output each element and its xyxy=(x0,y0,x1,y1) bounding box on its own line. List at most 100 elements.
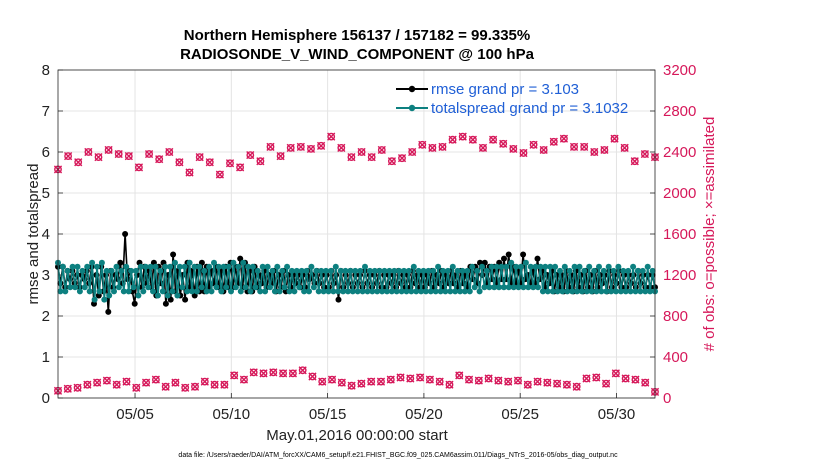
series-spread xyxy=(55,259,658,303)
spread-point xyxy=(150,288,156,295)
obs-assimilated-point xyxy=(425,375,434,384)
obs-assimilated-point-x2 xyxy=(181,383,190,392)
obs-assimilated-point-circle xyxy=(425,375,434,384)
obs-assimilated-point-circle xyxy=(572,382,581,391)
obs-assimilated-point-x2 xyxy=(464,375,474,384)
obs-possible-point-x2 xyxy=(397,154,407,163)
obs-assimilated-point-x2 xyxy=(112,380,121,389)
obs-possible-point-x2 xyxy=(499,139,508,148)
obs-assimilated-point xyxy=(474,376,483,385)
spread-point xyxy=(376,267,383,274)
spread-point xyxy=(359,288,366,295)
spread-point xyxy=(318,267,325,274)
rmse-point xyxy=(105,308,112,315)
obs-possible-point-circle xyxy=(529,140,538,149)
spread-point xyxy=(393,288,400,295)
spread-point xyxy=(620,267,627,274)
obs-possible-point-x2 xyxy=(367,153,376,162)
obs-possible-point-x2 xyxy=(276,152,285,161)
spread-point xyxy=(410,263,417,270)
obs-possible-point-circle xyxy=(165,148,174,156)
obs-possible-point-x2 xyxy=(529,140,538,149)
obs-possible-point xyxy=(64,152,73,161)
spread-point xyxy=(147,263,154,270)
y-left-tick-label: 1 xyxy=(42,349,50,366)
spread-point xyxy=(591,267,598,274)
obs-possible-point-x2 xyxy=(539,145,548,155)
obs-possible-point-circle xyxy=(114,150,123,158)
spread-point xyxy=(625,267,632,274)
obs-assimilated-point xyxy=(357,379,366,388)
spread-point xyxy=(308,263,315,270)
obs-possible-point-x2 xyxy=(246,150,255,160)
spread-point xyxy=(176,263,183,270)
spread-point xyxy=(530,284,537,291)
obs-assimilated-point xyxy=(386,375,395,384)
spread-point xyxy=(96,288,103,295)
obs-assimilated-point-circle xyxy=(171,378,180,387)
obs-assimilated-point-x2 xyxy=(93,378,102,387)
obs-possible-point xyxy=(337,143,346,152)
spread-point xyxy=(369,288,376,295)
rmse-point xyxy=(170,251,177,258)
spread-point xyxy=(384,288,390,295)
spread-point xyxy=(59,263,66,270)
spread-point xyxy=(413,288,420,295)
left-axis-ticks: 0 1 2 3 4 5 6 7 8 xyxy=(42,62,63,407)
spread-point xyxy=(371,267,378,274)
spread-point xyxy=(111,288,117,295)
obs-assimilated-point xyxy=(102,376,112,385)
spread-point xyxy=(427,288,434,295)
spread-point xyxy=(498,263,505,270)
obs-assimilated-point xyxy=(513,376,523,385)
obs-assimilated-point-x2 xyxy=(582,374,591,383)
y-right-tick-label: 800 xyxy=(663,308,688,325)
obs-possible-point-circle xyxy=(246,151,255,160)
obs-possible-point-circle xyxy=(458,132,467,141)
obs-assimilated-point-circle xyxy=(474,376,483,385)
obs-assimilated-point-x2 xyxy=(259,369,268,378)
spread-point xyxy=(483,267,490,274)
obs-possible-point xyxy=(195,153,204,162)
obs-assimilated-point xyxy=(601,379,611,388)
spread-point xyxy=(525,284,532,291)
spread-point xyxy=(159,288,166,295)
obs-possible-point-x2 xyxy=(155,155,164,164)
obs-assimilated-point-x2 xyxy=(73,383,82,392)
spread-point xyxy=(327,267,334,274)
obs-possible-point-x2 xyxy=(64,152,73,161)
obs-possible-point-circle xyxy=(145,150,154,158)
obs-assimilated-point-x2 xyxy=(533,377,542,386)
spread-point xyxy=(89,259,96,266)
obs-possible-point-x2 xyxy=(144,149,154,159)
spread-point xyxy=(449,263,456,270)
obs-possible-point xyxy=(519,148,528,158)
obs-assimilated-point xyxy=(435,377,444,386)
spread-point xyxy=(561,263,568,270)
spread-point xyxy=(418,288,425,295)
obs-possible-point-circle xyxy=(215,170,224,179)
spread-point xyxy=(647,288,654,295)
obs-assimilated-point xyxy=(122,377,131,386)
obs-possible-point-circle xyxy=(448,135,457,144)
obs-assimilated-point-circle xyxy=(416,373,424,382)
obs-possible-point-x2 xyxy=(468,135,477,144)
obs-possible-point xyxy=(610,134,619,143)
obs-possible-point xyxy=(276,152,285,161)
obs-possible-point-x2 xyxy=(630,157,639,166)
spread-point xyxy=(193,288,200,295)
obs-assimilated-point-circle xyxy=(396,373,405,382)
obs-possible-point-circle xyxy=(590,148,599,156)
spread-point xyxy=(603,288,610,295)
obs-assimilated-point-circle xyxy=(386,375,395,384)
obs-assimilated-point xyxy=(93,378,102,387)
obs-assimilated-point-circle xyxy=(151,375,160,384)
obs-possible-point-circle xyxy=(64,152,73,161)
spread-point xyxy=(162,263,169,270)
obs-assimilated-point-circle xyxy=(602,379,610,388)
spread-point xyxy=(539,288,546,295)
y-axis-left-label: rmse and totalspread xyxy=(25,164,42,305)
obs-possible-point-circle xyxy=(266,142,275,151)
obs-possible-point xyxy=(499,139,508,148)
y-left-tick-label: 6 xyxy=(42,144,50,161)
